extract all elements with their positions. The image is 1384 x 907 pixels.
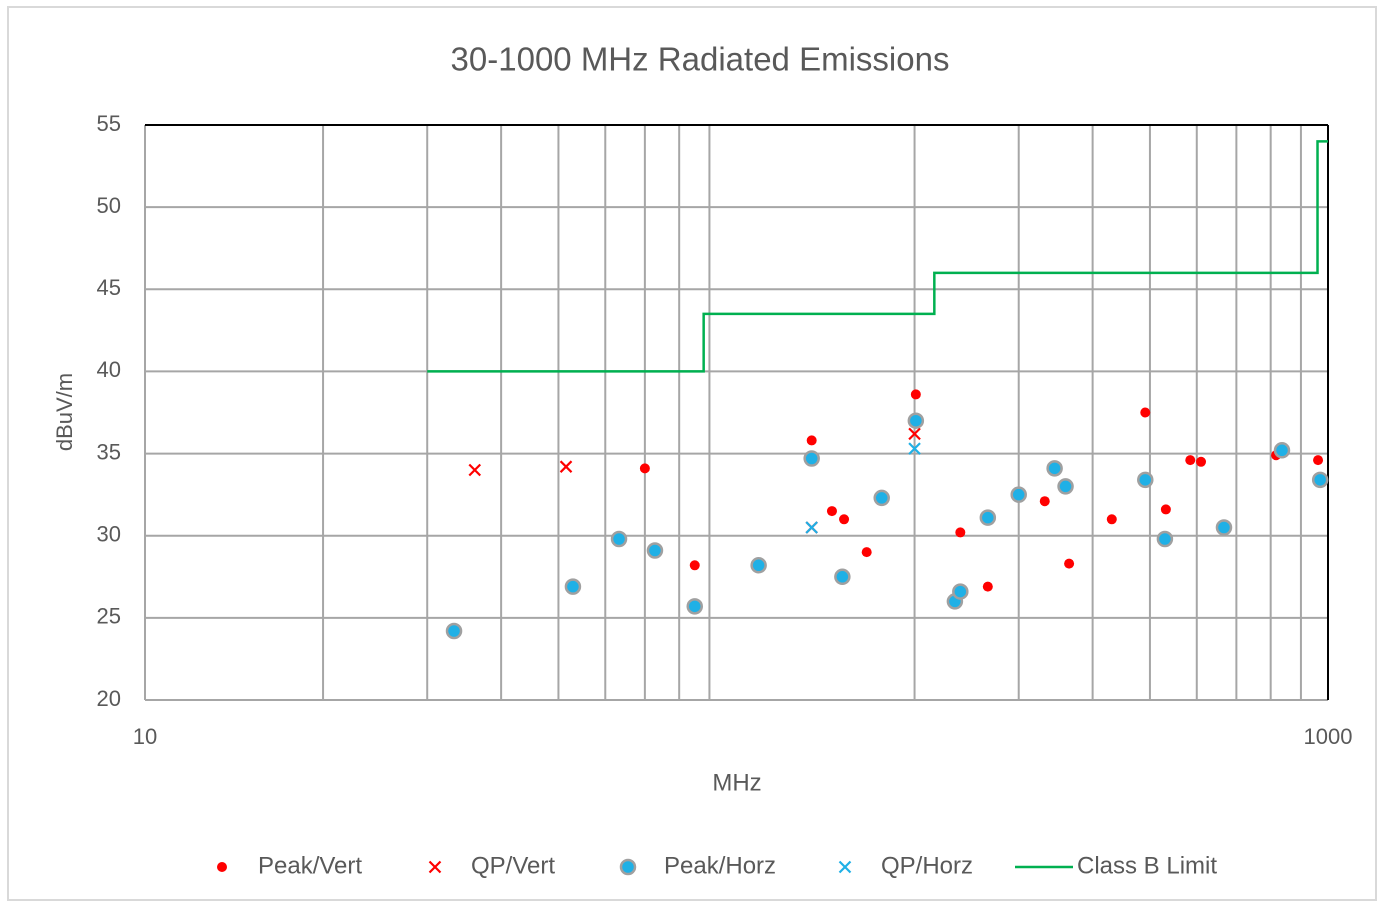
point	[564, 578, 582, 595]
y-tick-label: 45	[97, 275, 121, 300]
point	[1273, 442, 1291, 459]
point	[839, 514, 850, 525]
point	[834, 568, 851, 586]
point	[1046, 460, 1063, 477]
point	[1010, 486, 1027, 503]
chart-title: 30-1000 MHz Radiated Emissions	[451, 41, 950, 78]
point	[1311, 471, 1329, 489]
point	[1064, 558, 1075, 569]
point	[1313, 455, 1324, 466]
point	[805, 521, 818, 534]
point	[689, 560, 700, 571]
point	[955, 527, 966, 538]
y-axis-label: dBuV/m	[52, 373, 77, 451]
x-axis-label: MHz	[712, 769, 761, 796]
point	[1156, 530, 1174, 548]
point	[1140, 407, 1151, 418]
point	[806, 435, 817, 446]
point	[1106, 514, 1117, 525]
point	[445, 622, 463, 640]
point	[468, 463, 482, 477]
y-tick-label: 55	[97, 111, 121, 136]
y-tick-label: 50	[97, 193, 121, 218]
legend-label: Class B Limit	[1077, 852, 1217, 879]
point	[861, 547, 872, 558]
legend-label: QP/Horz	[881, 852, 973, 879]
point	[1137, 471, 1154, 489]
legend-marker	[217, 862, 227, 872]
point	[803, 450, 820, 467]
x-tick-label: 10	[133, 724, 157, 749]
point	[1057, 478, 1074, 495]
point	[910, 389, 921, 400]
point	[1215, 519, 1233, 536]
point	[908, 427, 921, 441]
y-tick-label: 40	[97, 357, 121, 382]
y-tick-label: 30	[97, 522, 121, 547]
x-tick-label: 1000	[1304, 724, 1353, 749]
point	[826, 506, 837, 517]
y-tick-label: 20	[97, 686, 121, 711]
legend-marker	[428, 860, 442, 874]
point	[639, 463, 650, 474]
point	[610, 530, 628, 548]
legend-label: Peak/Vert	[258, 852, 362, 879]
point	[1185, 455, 1196, 466]
point	[1039, 496, 1050, 507]
point	[979, 509, 997, 526]
point	[559, 460, 573, 473]
point	[1196, 456, 1207, 467]
legend-label: Peak/Horz	[664, 852, 776, 879]
legend-marker	[838, 860, 852, 874]
point	[952, 583, 969, 600]
point	[750, 557, 767, 574]
point	[982, 581, 993, 592]
y-tick-label: 35	[97, 439, 121, 464]
point	[686, 598, 704, 615]
limit-line	[427, 140, 1328, 373]
legend-label: QP/Vert	[471, 852, 555, 879]
point	[908, 442, 921, 455]
point	[646, 542, 664, 559]
point	[873, 489, 890, 507]
y-tick-label: 25	[97, 604, 121, 629]
legend-marker	[619, 858, 637, 876]
point	[1160, 504, 1171, 515]
point	[907, 412, 925, 429]
